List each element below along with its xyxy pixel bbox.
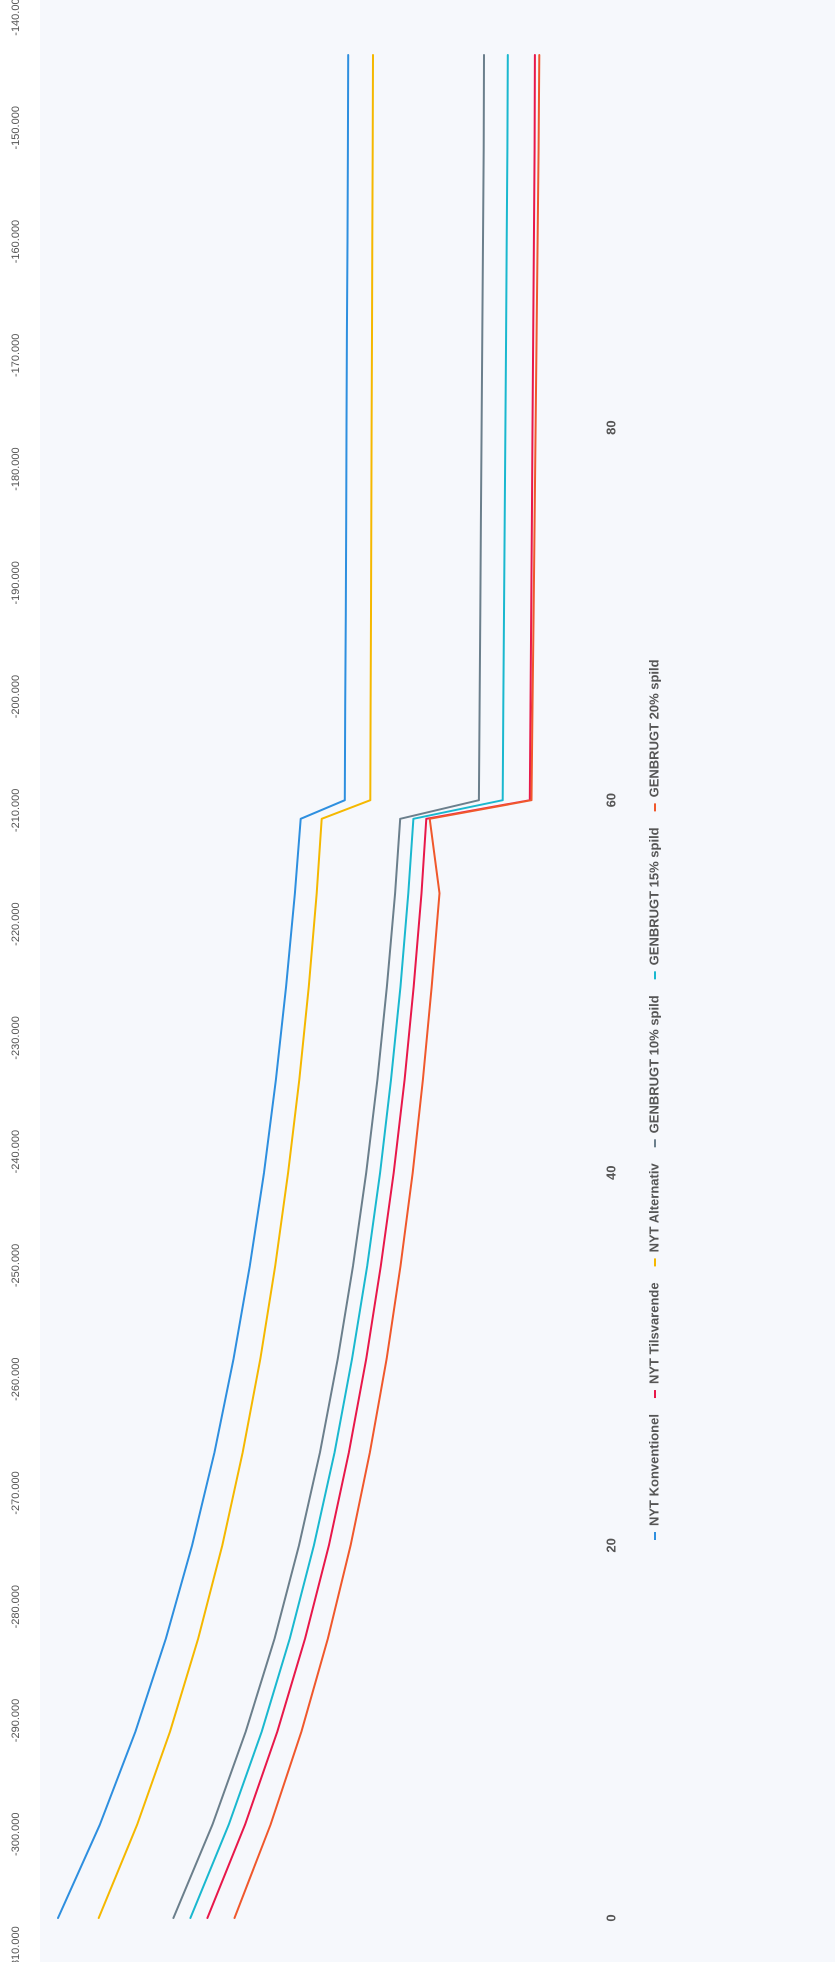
legend-label: GENBRUGT 15% spild xyxy=(646,827,661,965)
x-tick-label: 60 xyxy=(603,793,618,807)
series-line-genbrugt-15-spild xyxy=(189,54,509,1919)
legend-label: GENBRUGT 10% spild xyxy=(646,995,661,1133)
series-line-nyt-alternativ xyxy=(97,54,374,1919)
y-tick-label: -270.000 xyxy=(10,1471,22,1514)
y-axis: -140.000 -150.000 -160.000 -170.000 -180.000… xyxy=(10,0,22,1967)
y-tick-label: -180.000 xyxy=(10,447,22,490)
legend-item-genbrugt-15-spild: GENBRUGT 15% spild xyxy=(646,827,661,980)
legend-item-nyt-tilsvarende: NYT Tilsvarende xyxy=(646,1282,661,1399)
y-tick-label: -300.000 xyxy=(10,1813,22,1856)
y-tick-label: -260.000 xyxy=(10,1357,22,1400)
x-tick-label: 20 xyxy=(603,1538,618,1552)
y-tick-label: -200.000 xyxy=(10,675,22,718)
y-tick-label: -310.000 xyxy=(10,1926,22,1962)
x-axis: 0 20 40 60 80 xyxy=(603,420,618,1921)
series-line-genbrugt-10-spild xyxy=(172,54,485,1919)
series-line-nyt-konventionel xyxy=(57,54,350,1919)
legend-label: NYT Tilsvarende xyxy=(646,1282,661,1384)
series-line-genbrugt-20-spild xyxy=(233,54,541,1919)
y-tick-label: -150.000 xyxy=(10,106,22,149)
legend-item-nyt-konventionel: NYT Konventionel xyxy=(646,1414,661,1540)
y-tick-label: -230.000 xyxy=(10,1016,22,1059)
y-tick-label: -280.000 xyxy=(10,1585,22,1628)
series-lines xyxy=(57,54,541,1919)
legend-item-nyt-alternativ: NYT Alternativ xyxy=(646,1163,661,1267)
y-tick-label: -250.000 xyxy=(10,1244,22,1287)
y-tick-label: -140.000 xyxy=(10,0,22,36)
y-tick-label: -240.000 xyxy=(10,1130,22,1173)
legend-label: NYT Konventionel xyxy=(646,1414,661,1526)
x-tick-label: 80 xyxy=(603,420,618,434)
legend-label: NYT Alternativ xyxy=(646,1163,661,1253)
plot-area xyxy=(40,0,835,1962)
series-line-nyt-tilsvarende xyxy=(206,54,536,1919)
y-tick-label: -220.000 xyxy=(10,902,22,945)
legend-item-genbrugt-10-spild: GENBRUGT 10% spild xyxy=(646,995,661,1148)
y-tick-label: -190.000 xyxy=(10,561,22,604)
x-tick-label: 0 xyxy=(603,1914,618,1921)
legend-item-genbrugt-20-spild: GENBRUGT 20% spild xyxy=(646,659,661,812)
legend-label: GENBRUGT 20% spild xyxy=(646,659,661,797)
y-tick-label: -290.000 xyxy=(10,1699,22,1742)
y-tick-label: -170.000 xyxy=(10,334,22,377)
legend: NYT Konventionel NYT Tilsvarende NYT Alter… xyxy=(646,659,661,1540)
y-tick-label: -210.000 xyxy=(10,789,22,832)
y-tick-label: -160.000 xyxy=(10,220,22,263)
x-tick-label: 40 xyxy=(603,1166,618,1180)
